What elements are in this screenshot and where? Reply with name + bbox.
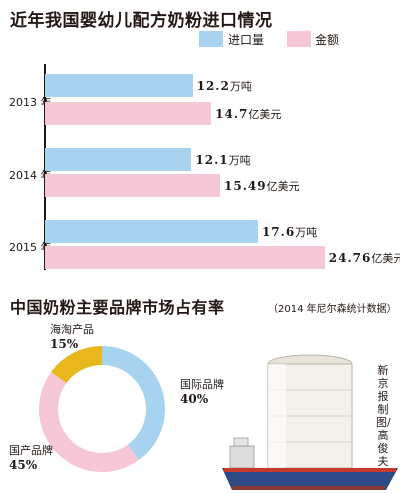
data-label-import-volume-2014: 12.1万吨 <box>195 153 251 167</box>
bar-import-volume-2015 <box>45 220 258 243</box>
bar-amount-2014 <box>45 174 221 197</box>
data-label-amount-2013: 14.7亿美元 <box>215 107 282 121</box>
data-label-import-volume-2013: 12.2万吨 <box>196 79 252 93</box>
year-label-2013: 2013 年 <box>9 96 52 109</box>
legend-swatch-import-volume <box>199 31 223 47</box>
year-label-2015: 2015 年 <box>9 241 52 254</box>
bar-import-volume-2013 <box>45 74 193 97</box>
pie-chart-subtitle: （2014 年尼尔森统计数据） <box>268 304 397 315</box>
data-label-import-volume-2015: 17.6万吨 <box>261 225 318 239</box>
donut-slice-domestic <box>38 371 140 473</box>
credit-text: 新京报制图/高俊夫 <box>376 364 391 468</box>
bar-amount-2013 <box>45 102 212 125</box>
year-label-2014: 2014 年 <box>9 169 52 182</box>
legend-label-import-volume: 进口量 <box>228 33 265 47</box>
bar-axis <box>44 64 46 270</box>
donut-slice-haitao <box>51 346 102 384</box>
data-label-amount-2015: 24.76亿美元 <box>328 251 400 265</box>
bar-chart-title: 近年我国婴幼儿配方奶粉进口情况 <box>10 11 273 31</box>
bar-import-volume-2014 <box>45 148 192 171</box>
bar-amount-2015 <box>45 246 325 269</box>
pie-label-international: 国际品牌 40% <box>180 378 224 406</box>
legend-swatch-amount <box>287 31 311 47</box>
pie-label-domestic: 国产品牌 45% <box>9 444 53 472</box>
pie-label-haitao: 海淘产品 15% <box>50 323 94 351</box>
data-label-amount-2014: 15.49亿美元 <box>224 179 300 193</box>
pie-chart-title: 中国奶粉主要品牌市场占有率 <box>10 298 225 317</box>
cargo-ship-illustration <box>222 354 398 490</box>
legend-label-amount: 金额 <box>315 33 340 47</box>
donut-slice-international <box>102 346 166 460</box>
